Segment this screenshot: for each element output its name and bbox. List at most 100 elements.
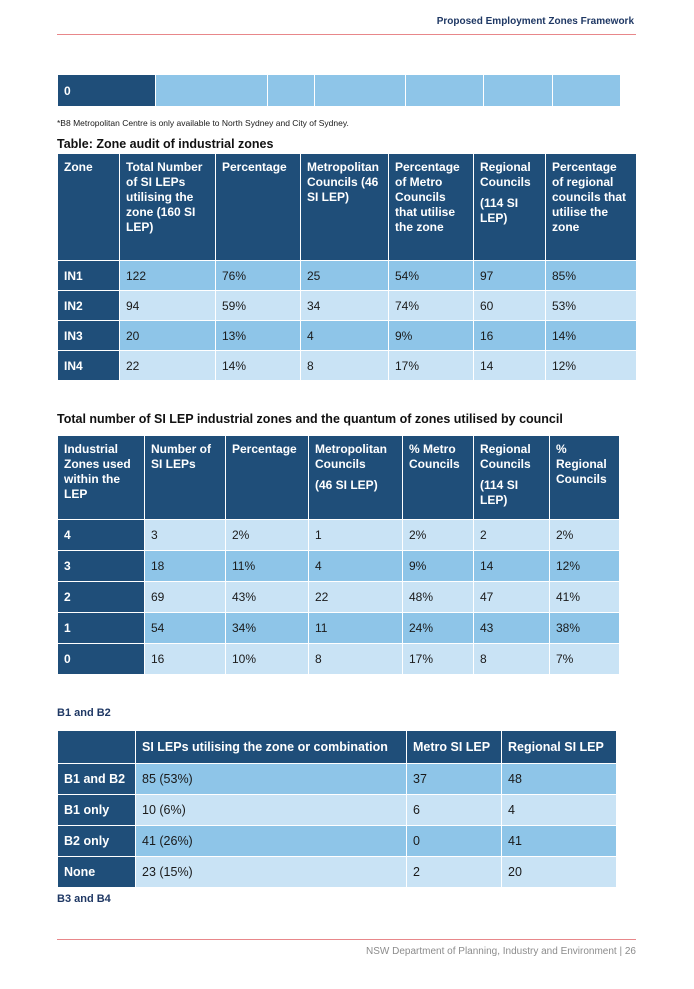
cell-regional: 41 [501,825,617,857]
document-title: Proposed Employment Zones Framework [436,16,634,27]
header-blank [57,730,136,764]
cell-regional: 43 [473,612,550,644]
table-row: 2 69 43% 22 48% 47 41% [57,581,620,613]
fragment-cell [155,74,268,107]
header-regional-label: Regional Councils [480,442,531,471]
cell-regional: 14 [473,550,550,582]
fragment-cell [405,74,484,107]
cell-pct-regional: 12% [545,350,637,381]
footer-divider [57,939,636,940]
cell-regional: 16 [473,320,546,351]
cell-pct-metro: 17% [402,643,474,675]
table-row: 3 18 11% 4 9% 14 12% [57,550,620,582]
table-row: B1 and B2 85 (53%) 37 48 [57,763,617,795]
header-number-lep: Number of SI LEPs [144,435,226,520]
row-combination: B1 and B2 [57,763,136,795]
cell-pct-metro: 54% [388,260,474,291]
cell-percentage: 34% [225,612,309,644]
header-regional-sub: (114 SI LEP) [480,478,519,507]
cell-metro: 8 [300,350,389,381]
cell-si-leps: 85 (53%) [135,763,407,795]
fragment-row-label: 0 [57,74,156,107]
cell-pct-regional: 41% [549,581,620,613]
cell-pct-metro: 48% [402,581,474,613]
cell-number: 18 [144,550,226,582]
cell-percentage: 11% [225,550,309,582]
table-row: 1 54 34% 11 24% 43 38% [57,612,620,644]
header-zone: Zone [57,153,120,261]
cell-percentage: 10% [225,643,309,675]
cell-pct-regional: 53% [545,290,637,321]
page-footer: NSW Department of Planning, Industry and… [366,946,636,957]
fragment-cell [314,74,406,107]
footnote: *B8 Metropolitan Centre is only availabl… [57,118,349,128]
cell-metro: 0 [406,825,502,857]
previous-table-fragment: 0 [57,74,621,107]
cell-metro: 1 [308,519,403,551]
cell-number: 69 [144,581,226,613]
cell-regional: 2 [473,519,550,551]
cell-pct-regional: 7% [549,643,620,675]
quantum-title: Total number of SI LEP industrial zones … [57,412,563,426]
header-regional-si-lep: Regional SI LEP [501,730,617,764]
cell-regional: 48 [501,763,617,795]
row-zones-count: 3 [57,550,145,582]
cell-metro: 4 [308,550,403,582]
cell-regional: 4 [501,794,617,826]
cell-percentage: 14% [215,350,301,381]
row-combination: B2 only [57,825,136,857]
table-row: 0 16 10% 8 17% 8 7% [57,643,620,675]
header-metro-sub: (46 SI LEP) [315,478,378,492]
table-row: IN4 22 14% 8 17% 14 12% [57,350,637,381]
header-pct-regional: Percentage of regional councils that uti… [545,153,637,261]
table-row: IN3 20 13% 4 9% 16 14% [57,320,637,351]
cell-percentage: 59% [215,290,301,321]
zone-audit-table: Zone Total Number of SI LEPs utilising t… [57,153,637,381]
header-metro-label: Metropolitan Councils [315,442,387,471]
cell-regional: 20 [501,856,617,888]
table-row: 4 3 2% 1 2% 2 2% [57,519,620,551]
row-zones-count: 4 [57,519,145,551]
row-zones-count: 2 [57,581,145,613]
header-pct-metro: % Metro Councils [402,435,474,520]
table-row: IN2 94 59% 34 74% 60 53% [57,290,637,321]
header-regional-label: Regional Councils [480,160,531,189]
cell-metro: 2 [406,856,502,888]
cell-si-leps: 41 (26%) [135,825,407,857]
header-divider [57,34,636,35]
cell-metro: 6 [406,794,502,826]
cell-metro: 37 [406,763,502,795]
header-pct-regional: % Regional Councils [549,435,620,520]
cell-regional: 47 [473,581,550,613]
cell-total: 20 [119,320,216,351]
cell-pct-metro: 74% [388,290,474,321]
cell-si-leps: 23 (15%) [135,856,407,888]
cell-regional: 60 [473,290,546,321]
header-metro-councils: Metropolitan Councils (46 SI LEP) [308,435,403,520]
cell-pct-metro: 24% [402,612,474,644]
b3-b4-heading: B3 and B4 [57,893,111,905]
table-row: IN1 122 76% 25 54% 97 85% [57,260,637,291]
row-zone: IN2 [57,290,120,321]
cell-percentage: 76% [215,260,301,291]
header-pct-metro: Percentage of Metro Councils that utilis… [388,153,474,261]
cell-number: 54 [144,612,226,644]
header-regional-councils: Regional Councils (114 SI LEP) [473,435,550,520]
row-combination: None [57,856,136,888]
cell-si-leps: 10 (6%) [135,794,407,826]
cell-pct-regional: 38% [549,612,620,644]
quantum-table: Industrial Zones used within the LEP Num… [57,435,620,675]
cell-metro: 11 [308,612,403,644]
header-total-lep: Total Number of SI LEPs utilising the zo… [119,153,216,261]
cell-pct-metro: 9% [402,550,474,582]
header-industrial-zones: Industrial Zones used within the LEP [57,435,145,520]
cell-pct-metro: 9% [388,320,474,351]
fragment-cell [552,74,621,107]
cell-regional: 14 [473,350,546,381]
row-zones-count: 0 [57,643,145,675]
cell-metro: 25 [300,260,389,291]
header-percentage: Percentage [225,435,309,520]
cell-number: 3 [144,519,226,551]
zone-audit-title: Table: Zone audit of industrial zones [57,137,274,151]
fragment-cell [267,74,315,107]
